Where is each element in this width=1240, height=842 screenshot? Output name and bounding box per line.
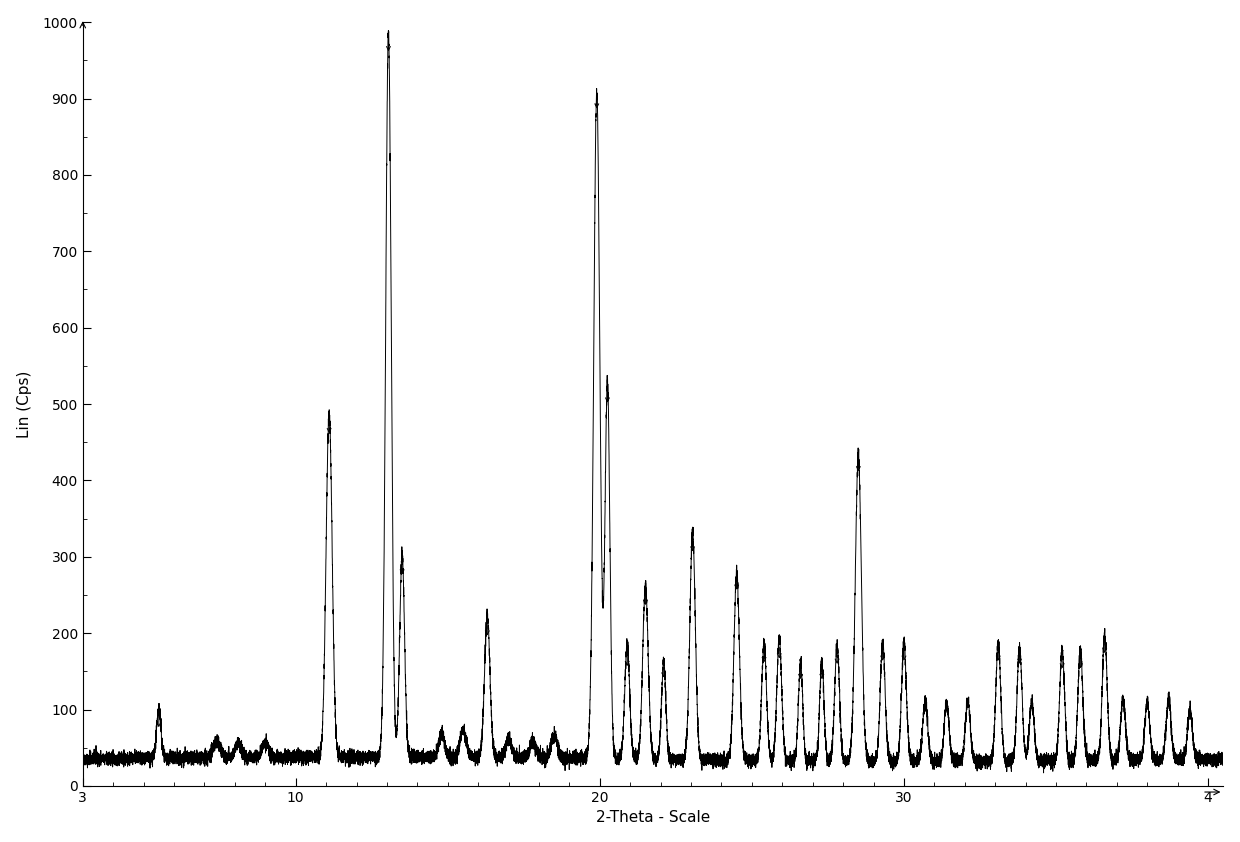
X-axis label: 2-Theta - Scale: 2-Theta - Scale: [596, 810, 711, 825]
Y-axis label: Lin (Cps): Lin (Cps): [16, 370, 32, 438]
